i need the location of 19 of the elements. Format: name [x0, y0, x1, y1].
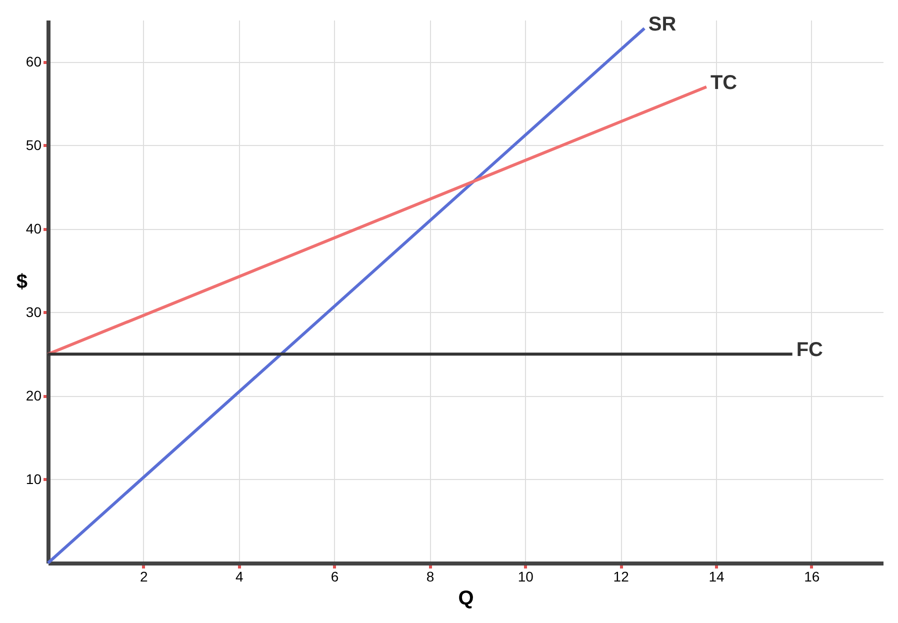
series-label: FC: [796, 339, 824, 362]
x-tick-label: 2: [140, 568, 148, 584]
x-tick-label: 16: [804, 568, 820, 584]
y-tick-label: 60: [26, 53, 42, 70]
x-tick-label: 4: [235, 568, 244, 584]
x-tick-label: 12: [613, 568, 630, 584]
series-label: TC: [710, 72, 738, 94]
x-axis-title: Q: [458, 588, 474, 610]
y-tick-label: 20: [26, 387, 42, 404]
series-label: SR: [648, 13, 677, 36]
x-tick-label: 10: [518, 568, 534, 584]
y-tick-label: 30: [26, 304, 42, 320]
x-tick-label: 14: [708, 568, 724, 584]
y-tick-label: 50: [26, 136, 42, 153]
y-tick-label: 40: [26, 220, 42, 236]
y-tick-label: 10: [26, 470, 42, 487]
x-tick-label: 8: [426, 568, 434, 584]
x-tick-label: 6: [330, 568, 339, 584]
y-axis-title: $: [16, 271, 28, 293]
